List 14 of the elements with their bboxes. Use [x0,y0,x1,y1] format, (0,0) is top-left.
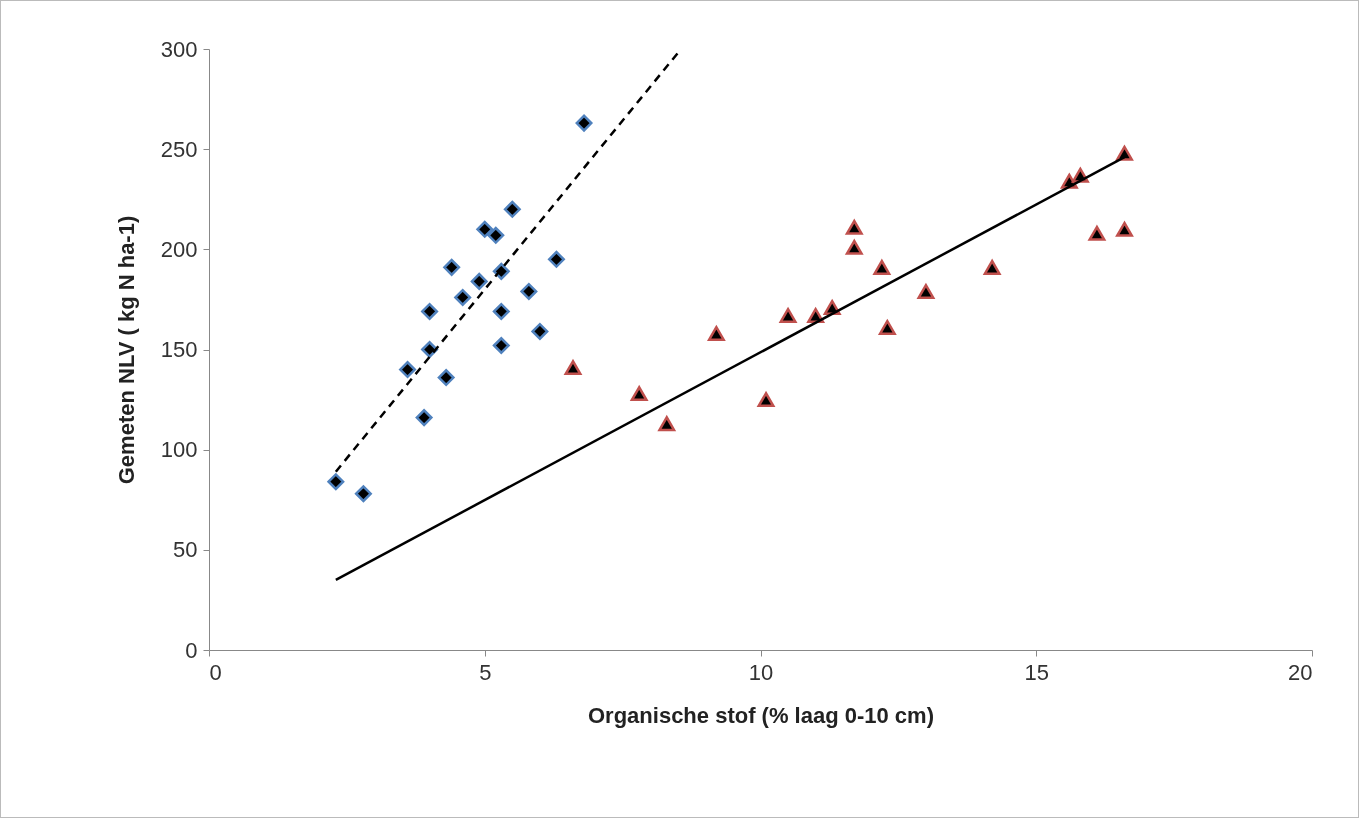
x-tick-label: 15 [1024,659,1049,685]
x-axis-title: Organische stof (% laag 0-10 cm) [588,702,934,728]
x-tick-label: 20 [1288,659,1313,685]
y-tick-label: 100 [160,437,198,463]
y-axis-title: Gemeten NLV ( kg N ha-1) [113,215,139,485]
x-tick-label: 0 [209,659,222,685]
y-tick-label: 250 [160,136,198,162]
x-tick-label: 10 [748,659,774,685]
y-tick-label: 0 [185,637,198,663]
y-tick-label: 200 [160,236,198,262]
y-tick-label: 50 [173,537,198,563]
y-tick-label: 150 [160,337,198,362]
x-tick-label: 5 [479,659,492,685]
y-tick-label: 300 [160,36,198,62]
